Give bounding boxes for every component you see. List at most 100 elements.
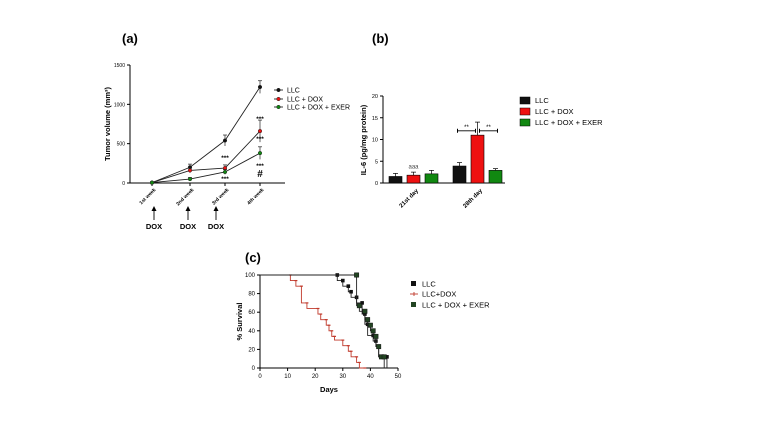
c-y-tick-label: 20 <box>248 347 255 353</box>
b-y-tick-label: 20 <box>372 94 378 100</box>
a-data-point <box>187 168 193 173</box>
panel-label-c: (c) <box>245 250 261 265</box>
c-y-tick-label: 80 <box>248 292 255 298</box>
b-bar <box>424 173 439 184</box>
a-significance-mark: *** <box>256 116 264 123</box>
c-y-tick-label: 60 <box>248 310 255 316</box>
b-y-tick-label: 5 <box>375 159 378 165</box>
a-y-tick-label: 1500 <box>114 63 125 69</box>
c-legend-marker <box>411 302 416 307</box>
a-series-line <box>151 152 261 184</box>
c-y-tick-label: 100 <box>245 273 256 279</box>
c-survival-curve <box>260 274 365 369</box>
a-data-point <box>257 151 263 156</box>
b-bar <box>470 134 485 184</box>
c-legend-label: LLC + DOX + EXER <box>422 301 490 310</box>
a-legend-label: LLC + DOX + EXER <box>287 105 350 112</box>
a-series-line <box>151 86 261 184</box>
a-dose-label: DOX <box>208 222 224 231</box>
c-x-tick-label: 0 <box>258 374 262 380</box>
a-significance-mark: *** <box>256 136 264 143</box>
a-series-line <box>151 130 261 184</box>
b-y-tick-label: 15 <box>372 116 378 122</box>
b-bar <box>406 174 421 184</box>
a-legend-marker <box>276 104 281 110</box>
a-dose-label: DOX <box>146 222 162 231</box>
c-censor-marker <box>354 272 360 278</box>
c-legend-marker <box>411 281 416 286</box>
b-bar <box>452 165 467 184</box>
a-data-point <box>222 169 228 175</box>
b-bar <box>488 170 503 184</box>
c-censor-marker <box>385 355 389 359</box>
chart-b-il6: 0 5 10 15 20 IL-6 (pg/mg protein) 21st day 28th… <box>359 94 603 210</box>
a-data-point <box>222 138 228 143</box>
c-x-tick-label: 40 <box>367 374 374 380</box>
c-y-tick-label: 40 <box>248 329 255 335</box>
a-data-point <box>257 84 263 90</box>
c-censor-marker <box>349 289 353 294</box>
b-x-tick-label: 21st day <box>399 188 421 210</box>
c-censor-marker <box>381 354 387 360</box>
c-censor-marker <box>360 301 364 305</box>
c-y-axis-label: % Survival <box>235 303 244 341</box>
a-x-tick-label: 4th week <box>246 187 265 206</box>
a-legend-marker <box>276 96 281 102</box>
b-legend-swatch <box>519 96 531 105</box>
a-data-point <box>149 180 155 185</box>
c-censor-marker <box>376 344 382 350</box>
b-legend-swatch <box>519 118 531 127</box>
c-x-tick-label: 20 <box>312 374 319 380</box>
a-dose-label: DOX <box>180 222 196 231</box>
c-legend-label: LLC+DOX <box>422 290 456 299</box>
c-censor-marker <box>346 284 351 288</box>
c-censor-marker <box>373 333 379 339</box>
a-x-tick-label: 3rd week <box>211 187 231 207</box>
a-dose-arrow-head <box>185 206 191 211</box>
panel-label-a: (a) <box>122 31 138 46</box>
panel-label-b: (b) <box>372 31 389 46</box>
c-x-tick-label: 50 <box>395 374 402 380</box>
a-significance-mark: *** <box>256 163 264 170</box>
chart-a-tumor-volume: 0 500 1000 1500 Tumor volume (mm³) 1st week 2n… <box>103 63 350 231</box>
b-x-tick-label: 28th day <box>462 188 484 210</box>
b-y-tick-label: 0 <box>375 181 378 187</box>
b-annotation-aaa: aaa <box>408 165 419 171</box>
c-censor-marker <box>356 303 362 309</box>
a-dose-arrow-head <box>151 206 157 211</box>
a-x-tick-label: 1st week <box>138 187 157 206</box>
c-censor-marker <box>341 278 345 283</box>
a-significance-mark: *** <box>221 155 229 162</box>
c-x-tick-label: 10 <box>284 374 291 380</box>
a-significance-mark: *** <box>221 176 229 183</box>
a-y-tick-label: 1000 <box>114 102 125 108</box>
b-annotation-stars: ** <box>486 125 491 131</box>
chart-c-survival: 0 20 40 60 80 100 0 10 20 30 40 50 Days % Survival LLC… <box>235 272 490 394</box>
c-x-axis-label: Days <box>320 385 338 394</box>
b-legend-label: LLC + DOX <box>535 107 574 116</box>
c-legend-label: LLC <box>422 280 436 289</box>
c-censor-marker <box>362 308 368 314</box>
b-y-axis-label: IL-6 (pg/mg protein) <box>359 104 368 175</box>
a-y-tick-label: 0 <box>122 181 125 187</box>
a-data-point <box>257 129 263 134</box>
a-y-axis-label: Tumor volume (mm³) <box>103 86 112 161</box>
a-significance-hash: # <box>257 169 263 180</box>
b-bar <box>388 176 403 184</box>
c-censor-marker <box>370 328 376 334</box>
a-y-tick-label: 500 <box>117 142 126 148</box>
b-y-tick-label: 10 <box>372 138 378 144</box>
c-censor-marker <box>367 322 373 328</box>
a-legend-label: LLC + DOX <box>287 97 323 104</box>
c-censor-marker <box>365 317 371 323</box>
a-legend-marker <box>276 87 281 93</box>
a-x-tick-label: 2nd week <box>175 187 195 207</box>
c-y-tick-label: 0 <box>252 366 256 372</box>
b-legend-label: LLC <box>535 96 549 105</box>
a-legend-label: LLC <box>287 88 300 95</box>
a-dose-arrow-head <box>213 206 219 211</box>
c-x-tick-label: 30 <box>339 374 346 380</box>
a-data-point <box>187 177 193 182</box>
